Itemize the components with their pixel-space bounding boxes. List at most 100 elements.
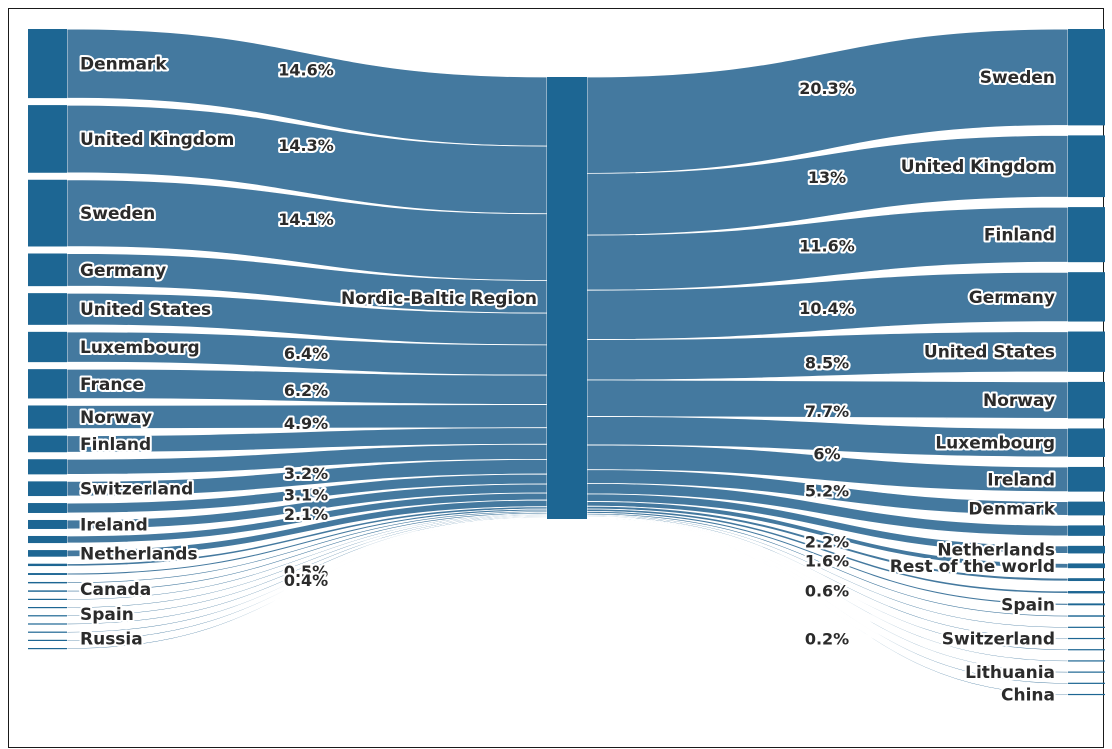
- nodes: [28, 29, 1105, 696]
- target-node: [1068, 615, 1105, 617]
- target-node: [1068, 671, 1105, 673]
- source-node: [28, 481, 67, 497]
- target-node: [1068, 466, 1105, 492]
- source-value-label: 0.5%: [284, 562, 328, 581]
- target-node: [1068, 29, 1105, 126]
- source-name-label: Finland: [80, 435, 151, 455]
- target-name-label: Rest of the world: [890, 557, 1055, 577]
- target-flow: [586, 508, 1069, 594]
- source-node: [28, 405, 67, 429]
- target-value-label: 10.4%: [799, 299, 855, 318]
- target-node: [1068, 682, 1105, 684]
- source-name-label: Sweden: [80, 204, 155, 224]
- chart-frame: Nordic-Baltic Region Denmark 14.6% United …: [8, 8, 1105, 748]
- target-node: [1068, 331, 1105, 372]
- target-value-label: 7.7%: [805, 402, 849, 421]
- source-node: [28, 29, 67, 99]
- target-name-label: Ireland: [987, 470, 1055, 490]
- target-value-label: 1.6%: [805, 552, 849, 571]
- target-node: [1068, 563, 1105, 569]
- source-name-label: Switzerland: [80, 480, 193, 500]
- source-node: [28, 253, 67, 287]
- target-name-label: Norway: [983, 391, 1055, 411]
- target-node: [1068, 637, 1105, 640]
- target-value-label: 2.2%: [805, 533, 849, 552]
- target-value-label: 6%: [813, 445, 840, 464]
- source-name-label: Norway: [80, 408, 152, 428]
- target-flow: [586, 493, 1069, 554]
- target-node: [1068, 525, 1105, 536]
- target-node: [1068, 649, 1105, 651]
- source-node: [28, 293, 67, 325]
- target-node: [1068, 591, 1105, 594]
- target-node: [1068, 428, 1105, 457]
- source-node: [28, 615, 67, 617]
- source-value-label: 6.4%: [284, 344, 328, 363]
- target-flow: [586, 416, 1069, 458]
- target-flow: [586, 28, 1069, 174]
- source-node: [28, 647, 67, 650]
- source-name-label: Netherlands: [80, 544, 198, 564]
- flow-links: [66, 28, 1069, 696]
- target-name-label: Lithuania: [965, 663, 1055, 683]
- target-node: [1068, 135, 1105, 198]
- target-value-label: 13%: [808, 168, 846, 187]
- source-node: [28, 598, 67, 600]
- target-node: [1068, 381, 1105, 419]
- source-node: [28, 503, 67, 513]
- source-value-label: 14.3%: [278, 136, 334, 155]
- target-name-label: Netherlands: [937, 541, 1055, 561]
- target-flow: [586, 482, 1069, 537]
- source-name-label: Ireland: [80, 515, 148, 535]
- target-name-label: Luxembourg: [935, 434, 1055, 454]
- target-node: [1068, 272, 1105, 322]
- target-node: [1068, 207, 1105, 263]
- source-value-label: 14.1%: [278, 210, 334, 229]
- source-name-label: Denmark: [80, 55, 167, 75]
- target-node: [1068, 693, 1105, 696]
- source-node: [28, 519, 67, 529]
- source-name-label: Canada: [80, 580, 151, 600]
- source-node: [28, 179, 67, 247]
- target-flow: [586, 134, 1069, 236]
- target-flow: [586, 331, 1069, 381]
- source-name-label: Germany: [80, 261, 166, 281]
- target-name-label: United States: [924, 343, 1055, 363]
- target-value-label: 0.2%: [805, 629, 849, 648]
- target-name-label: Switzerland: [942, 630, 1055, 650]
- target-name-label: Germany: [969, 288, 1055, 308]
- target-node: [1068, 578, 1105, 582]
- source-node: [28, 369, 67, 399]
- target-name-label: United Kingdom: [901, 157, 1055, 177]
- source-node: [28, 459, 67, 475]
- target-node: [1068, 626, 1105, 628]
- target-value-label: 0.6%: [805, 582, 849, 601]
- source-node: [28, 550, 67, 557]
- source-node: [28, 623, 67, 625]
- source-node: [28, 639, 67, 641]
- target-value-label: 20.3%: [799, 79, 855, 98]
- source-node: [28, 435, 67, 453]
- target-value-label: 5.2%: [805, 481, 849, 500]
- target-node: [1068, 660, 1105, 662]
- source-value-label: 4.9%: [284, 414, 328, 433]
- source-name-label: Spain: [80, 605, 134, 625]
- target-node: [1068, 603, 1105, 606]
- target-name-label: Denmark: [968, 500, 1055, 520]
- source-node: [28, 573, 67, 575]
- target-name-label: Spain: [1001, 595, 1055, 615]
- source-value-label: 6.2%: [284, 381, 328, 400]
- source-value-label: 2.1%: [284, 505, 328, 524]
- source-value-label: 3.1%: [284, 486, 328, 505]
- target-value-label: 11.6%: [799, 237, 855, 256]
- source-node: [28, 590, 67, 592]
- target-value-label: 8.5%: [805, 354, 849, 373]
- source-name-label: Russia: [80, 629, 143, 649]
- target-name-label: China: [1001, 686, 1055, 706]
- source-node: [28, 331, 67, 363]
- target-name-label: Finland: [984, 226, 1055, 246]
- source-node: [28, 606, 67, 609]
- center-node-label: Nordic-Baltic Region: [341, 289, 537, 309]
- target-flow: [586, 511, 1069, 606]
- source-node: [28, 631, 67, 633]
